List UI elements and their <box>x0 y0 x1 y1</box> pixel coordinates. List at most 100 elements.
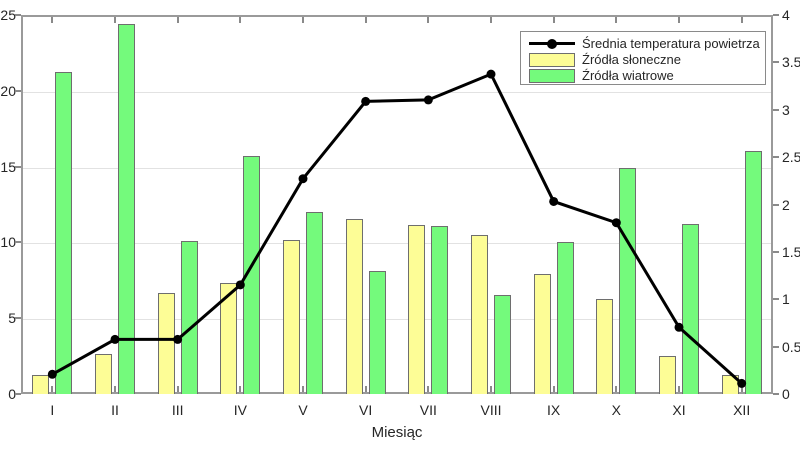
right-tick-mark <box>773 250 779 253</box>
bar-solar <box>95 354 112 394</box>
x-tick-mark <box>427 386 430 392</box>
x-tick-label: XI <box>672 402 686 418</box>
left-tick-label: 10 <box>0 234 16 251</box>
x-tick-mark-top <box>51 17 54 23</box>
x-tick-label: VII <box>419 402 437 418</box>
bar-wind <box>556 242 574 394</box>
x-tick-mark <box>552 386 555 392</box>
x-tick-mark-top <box>678 17 680 23</box>
x-tick-label: II <box>111 402 119 418</box>
legend-label: Źródła słoneczne <box>582 52 681 67</box>
temperature-marker <box>486 69 496 79</box>
bar-solar <box>283 239 300 394</box>
right-tick-label: 3 <box>782 101 790 118</box>
x-tick-label: VI <box>359 402 373 418</box>
x-tick-mark <box>615 386 618 392</box>
right-tick-label: 1.5 <box>782 243 800 260</box>
x-tick-mark <box>302 386 304 392</box>
left-tick-mark <box>15 317 21 320</box>
x-tick-mark-top <box>239 17 242 23</box>
left-tick-mark <box>15 165 21 168</box>
x-tick-label: V <box>298 402 308 418</box>
legend: Średnia temperatura powietrza Źródła słon… <box>520 31 766 85</box>
gridline <box>23 91 771 93</box>
right-tick-mark <box>773 203 779 206</box>
right-tick-label: 0 <box>782 386 790 402</box>
right-tick-mark <box>773 393 779 395</box>
x-tick-label: XII <box>733 402 751 418</box>
left-tick-label: 5 <box>8 310 16 327</box>
temperature-line <box>51 72 743 385</box>
x-tick-label: VIII <box>480 402 502 418</box>
bar-wind <box>368 270 386 394</box>
legend-swatch <box>529 69 575 83</box>
x-tick-mark-top <box>302 17 304 23</box>
bar-solar <box>533 273 551 394</box>
x-tick-mark-top <box>490 17 492 23</box>
bar-wind <box>431 226 449 394</box>
temperature-marker <box>674 322 684 332</box>
right-tick-mark <box>773 61 779 64</box>
right-tick-label: 4 <box>782 7 790 23</box>
left-tick-label: 0 <box>8 386 16 402</box>
legend-line-sample <box>529 37 575 50</box>
left-tick-mark <box>15 89 21 92</box>
bar-wind <box>118 24 135 394</box>
bar-wind <box>180 241 198 394</box>
x-tick-mark-top <box>364 17 367 23</box>
right-tick-label: 2.5 <box>782 149 800 166</box>
right-tick-mark <box>773 345 779 348</box>
legend-item: Średnia temperatura powietrza <box>529 36 765 51</box>
x-tick-mark <box>678 386 680 392</box>
bar-wind <box>619 168 637 394</box>
temperature-marker <box>47 369 57 379</box>
x-tick-label: IX <box>547 402 561 418</box>
temperature-marker <box>298 174 308 184</box>
left-tick-mark <box>15 393 21 395</box>
x-tick-label: III <box>171 402 184 418</box>
temperature-marker <box>361 96 371 106</box>
x-tick-mark <box>176 386 179 392</box>
x-tick-mark-top <box>427 17 430 23</box>
temperature-marker <box>235 280 245 290</box>
right-tick-mark <box>773 108 779 111</box>
bar-wind <box>744 151 762 394</box>
left-tick-label: 15 <box>0 158 16 175</box>
right-tick-label: 3.5 <box>782 54 800 71</box>
legend-color-patch <box>529 53 575 67</box>
legend-line-marker-icon <box>547 38 557 49</box>
temperature-marker <box>611 218 621 228</box>
bar-wind <box>494 294 511 394</box>
x-tick-label: X <box>611 402 621 418</box>
x-tick-mark <box>490 386 492 392</box>
gridline <box>23 243 771 245</box>
gridline <box>23 319 771 321</box>
x-tick-mark <box>51 386 54 392</box>
legend-swatch <box>529 53 575 67</box>
left-tick-label: 25 <box>0 7 16 23</box>
x-tick-label: I <box>50 402 55 418</box>
bar-solar <box>408 225 426 394</box>
bar-wind <box>306 212 323 394</box>
legend-item: Źródła wiatrowe <box>529 68 765 83</box>
temperature-line-layer <box>47 69 747 388</box>
x-tick-mark-top <box>114 17 116 23</box>
left-tick-mark <box>15 241 21 244</box>
x-tick-label: IV <box>233 402 247 418</box>
legend-item: Źródła słoneczne <box>529 52 765 67</box>
left-tick-mark <box>15 14 21 16</box>
bar-solar <box>220 283 238 394</box>
x-tick-mark-top <box>552 17 555 23</box>
x-tick-mark <box>239 386 242 392</box>
bar-wind <box>243 156 261 394</box>
bar-solar <box>596 299 614 394</box>
x-tick-mark-top <box>615 17 618 23</box>
temperature-marker <box>423 95 433 105</box>
temperature-marker <box>549 196 559 206</box>
legend-label: Źródła wiatrowe <box>582 68 674 83</box>
right-tick-mark <box>773 14 779 16</box>
x-tick-mark-top <box>740 17 743 23</box>
temperature-marker <box>110 334 120 344</box>
temperature-marker <box>173 334 183 344</box>
